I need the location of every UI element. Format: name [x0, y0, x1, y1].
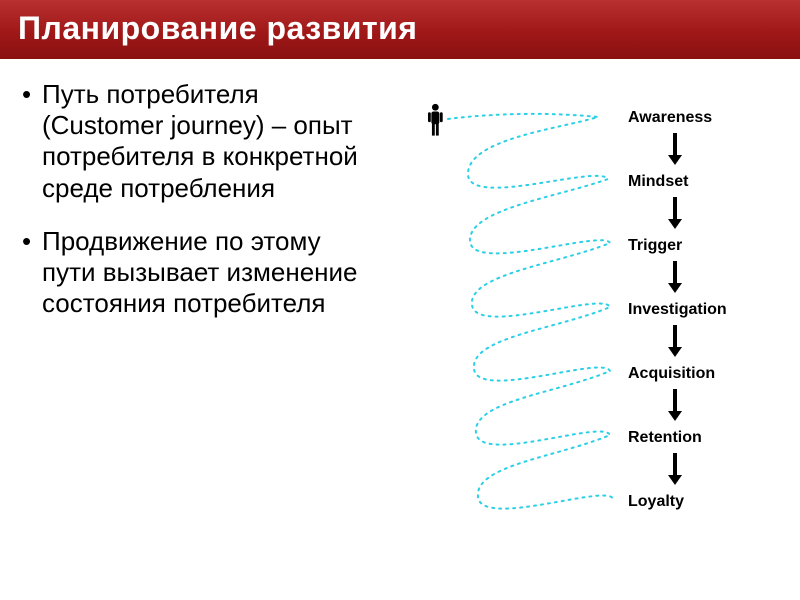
journey-path-svg — [398, 79, 788, 539]
customer-journey-diagram: Awareness Mindset Trigger Investigation … — [398, 79, 788, 539]
stage-label: Investigation — [628, 301, 727, 319]
person-icon — [426, 103, 445, 142]
stage-arrow-icon — [666, 451, 684, 490]
slide-title-bar: Планирование развития — [0, 0, 800, 59]
slide-title: Планирование развития — [18, 10, 417, 46]
stage-label: Trigger — [628, 237, 682, 255]
diagram-column: Awareness Mindset Trigger Investigation … — [398, 79, 788, 539]
stage-label: Awareness — [628, 109, 712, 127]
stage-label: Loyalty — [628, 493, 684, 511]
stage-arrow-icon — [666, 323, 684, 362]
stage-arrow-icon — [666, 131, 684, 170]
stage-arrow-icon — [666, 195, 684, 234]
stage-label: Acquisition — [628, 365, 715, 383]
stage-arrow-icon — [666, 259, 684, 298]
bullet-item: Путь потребителя (Customer journey) – оп… — [18, 79, 378, 204]
bullet-item: Продвижение по этому пути вызывает измен… — [18, 226, 378, 320]
stage-arrow-icon — [666, 387, 684, 426]
journey-dotted-path — [448, 114, 613, 509]
stage-label: Retention — [628, 429, 702, 447]
bullet-list: Путь потребителя (Customer journey) – оп… — [18, 79, 378, 319]
slide: Планирование развития Путь потребителя (… — [0, 0, 800, 600]
text-column: Путь потребителя (Customer journey) – оп… — [18, 79, 388, 539]
content-area: Путь потребителя (Customer journey) – оп… — [0, 59, 800, 549]
stage-label: Mindset — [628, 173, 688, 191]
